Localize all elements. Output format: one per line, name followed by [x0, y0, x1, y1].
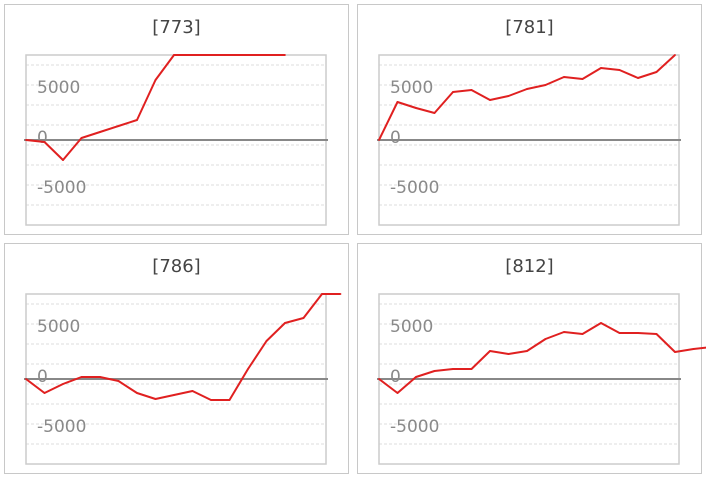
data-point	[378, 139, 380, 141]
data-point	[452, 368, 454, 370]
y-tick-label: -5000	[390, 178, 439, 198]
line-chart-781: 5000 0 -5000	[377, 54, 681, 226]
data-point	[470, 89, 473, 91]
line-chart-773: 5000 0 -5000	[24, 54, 328, 226]
data-point	[526, 88, 528, 90]
data-point	[247, 54, 249, 56]
chart-title: [812]	[505, 256, 554, 277]
y-tick-label: -5000	[37, 417, 86, 437]
data-point	[563, 76, 565, 78]
data-point	[396, 101, 399, 103]
data-point	[692, 348, 695, 350]
series-line	[25, 293, 341, 401]
data-point	[154, 398, 157, 400]
data-point	[433, 112, 436, 114]
data-point	[655, 71, 658, 73]
y-tick-label: 5000	[390, 317, 433, 337]
data-point	[173, 394, 175, 396]
data-point	[378, 378, 380, 380]
chart-title: [786]	[152, 256, 201, 277]
data-point	[136, 392, 138, 394]
data-point	[581, 78, 584, 80]
data-point	[228, 54, 231, 56]
y-tick-label: 5000	[37, 317, 80, 337]
data-point	[136, 119, 138, 121]
data-point	[210, 399, 212, 401]
data-point	[210, 54, 212, 56]
data-point	[674, 54, 676, 56]
data-point	[637, 332, 639, 334]
data-point	[507, 95, 510, 97]
data-point	[526, 350, 528, 352]
data-point	[25, 378, 27, 380]
data-point	[265, 340, 268, 342]
data-point	[80, 137, 83, 139]
y-tick-label: 0	[37, 367, 48, 387]
data-point	[415, 376, 417, 378]
data-point	[600, 67, 602, 69]
data-point	[655, 333, 658, 335]
data-point	[618, 332, 621, 334]
data-point	[43, 141, 46, 143]
y-tick-label: -5000	[37, 178, 86, 198]
line-chart-812: 5000 0 -5000	[377, 293, 706, 465]
data-point	[489, 350, 491, 352]
chart-panel-786: [786] 5000 0 -5000	[4, 243, 349, 474]
y-tick-label: -5000	[390, 417, 439, 437]
chart-title: [773]	[152, 17, 201, 38]
data-point	[302, 317, 305, 319]
data-point	[284, 54, 286, 56]
data-point	[581, 333, 584, 335]
data-point	[321, 293, 323, 295]
data-point	[544, 84, 547, 86]
data-point	[618, 69, 621, 71]
data-point	[173, 54, 175, 56]
data-point	[154, 79, 157, 81]
data-point	[339, 293, 342, 295]
chart-panel-781: [781] 5000 0 -5000	[357, 4, 702, 235]
data-point	[80, 376, 83, 378]
data-point	[117, 125, 120, 127]
data-point	[452, 91, 454, 93]
chart-panel-812: [812] 5000 0 -5000	[357, 243, 706, 474]
data-point	[25, 139, 27, 141]
data-point	[637, 77, 639, 79]
data-point	[62, 159, 64, 161]
chart-panel-773: [773] 5000 0 -5000	[4, 4, 349, 235]
data-point	[544, 338, 547, 340]
data-point	[247, 368, 249, 370]
data-point	[433, 370, 436, 372]
data-point	[191, 54, 194, 56]
data-point	[563, 331, 565, 333]
data-point	[99, 131, 101, 133]
series-line	[25, 54, 285, 161]
data-point	[489, 99, 491, 101]
y-tick-label: 0	[37, 128, 48, 148]
data-point	[600, 322, 602, 324]
y-tick-label: 0	[390, 367, 401, 387]
data-point	[284, 322, 286, 324]
y-tick-label: 0	[390, 128, 401, 148]
data-point	[674, 351, 676, 353]
data-point	[228, 399, 231, 401]
data-point	[470, 368, 473, 370]
y-tick-label: 5000	[37, 78, 80, 98]
y-tick-label: 5000	[390, 78, 433, 98]
data-point	[62, 383, 64, 385]
data-point	[191, 390, 194, 392]
data-point	[99, 376, 101, 378]
data-point	[117, 380, 120, 382]
data-point	[396, 392, 399, 394]
data-point	[265, 54, 268, 56]
chart-title: [781]	[505, 17, 554, 38]
line-chart-786: 5000 0 -5000	[24, 293, 342, 465]
data-point	[415, 107, 417, 109]
data-point	[507, 353, 510, 355]
data-point	[43, 392, 46, 394]
